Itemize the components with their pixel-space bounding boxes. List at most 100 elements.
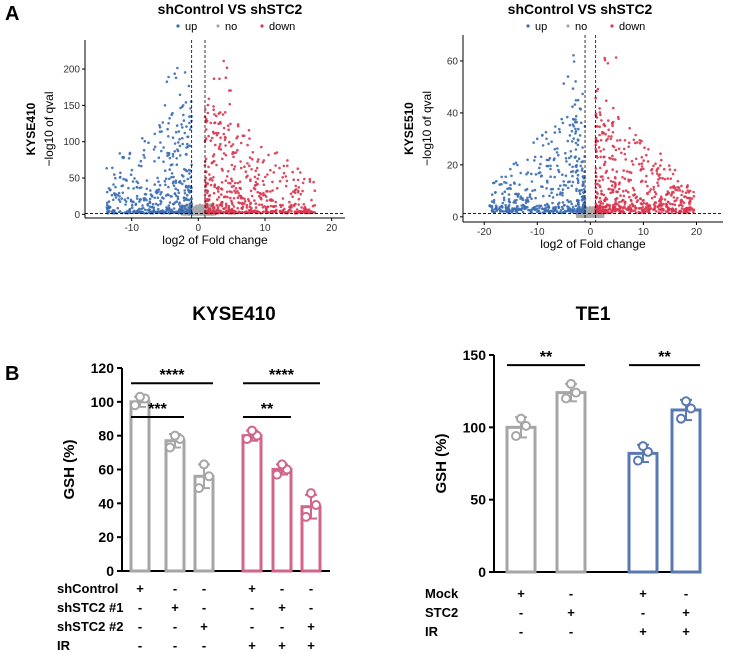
data-point: [209, 139, 212, 142]
data-point: [682, 201, 686, 205]
data-point: [681, 204, 684, 207]
data-point: [206, 182, 210, 185]
data-point: [611, 210, 614, 213]
data-point: [124, 200, 128, 203]
condition-label: IR: [425, 624, 439, 639]
data-point: [228, 140, 231, 144]
data-point: [627, 180, 631, 183]
data-point: [200, 205, 203, 209]
data-point: [252, 186, 256, 190]
data-point: [222, 152, 226, 155]
data-point: [509, 183, 512, 187]
data-point: [245, 203, 249, 207]
data-point: [616, 115, 620, 119]
data-point: [141, 210, 144, 214]
data-point: [659, 195, 663, 198]
data-point: [573, 103, 577, 106]
condition-mark: -: [569, 624, 573, 639]
data-point: [623, 205, 626, 208]
data-point: [146, 209, 150, 212]
data-point: [197, 212, 200, 216]
data-point: [568, 123, 572, 127]
data-point: [548, 194, 551, 198]
data-point: [662, 209, 665, 212]
data-point: [686, 185, 689, 189]
data-point: [254, 202, 258, 205]
data-point: [187, 168, 191, 172]
data-point: [688, 208, 692, 211]
replicate-point: [681, 396, 691, 407]
data-point: [207, 134, 210, 138]
data-point: [512, 162, 516, 166]
data-point: [230, 185, 234, 188]
data-point: [586, 207, 589, 210]
data-point: [249, 202, 252, 206]
data-point: [157, 188, 161, 191]
data-point: [537, 171, 540, 175]
data-point: [519, 208, 522, 211]
data-point: [157, 156, 161, 159]
data-point: [188, 172, 191, 175]
y-axis-label: GSH (%): [433, 433, 450, 493]
data-point: [119, 171, 122, 175]
data-point: [572, 209, 575, 213]
data-point: [225, 175, 229, 178]
data-point: [205, 189, 209, 192]
data-point: [685, 210, 689, 214]
data-point: [250, 194, 254, 198]
data-point: [676, 179, 680, 183]
data-point: [183, 179, 186, 183]
data-point: [608, 207, 611, 211]
data-point: [551, 196, 555, 199]
data-point: [646, 204, 650, 208]
condition-mark: -: [519, 605, 523, 620]
data-point: [657, 178, 660, 181]
data-point: [654, 162, 657, 165]
data-point: [168, 117, 171, 120]
data-point: [594, 143, 598, 146]
data-point: [533, 188, 537, 192]
condition-label: STC2: [425, 605, 458, 620]
data-point: [189, 100, 193, 103]
data-point: [271, 199, 275, 202]
data-point: [212, 132, 216, 135]
data-point: [501, 192, 504, 195]
data-point: [138, 200, 141, 203]
data-point: [598, 107, 601, 110]
bar-chart-title: TE1: [576, 304, 611, 325]
data-point: [150, 194, 154, 197]
x-axis-label: log2 of Fold change: [162, 233, 268, 247]
data-point: [660, 158, 663, 162]
data-point: [274, 204, 278, 208]
data-point: [629, 198, 633, 202]
data-point: [591, 214, 594, 218]
data-point: [633, 141, 637, 145]
data-point: [114, 185, 117, 189]
data-point: [552, 206, 555, 209]
data-point: [533, 155, 537, 159]
y-tick-label: 40: [447, 108, 459, 119]
data-point: [236, 148, 239, 152]
data-point: [250, 157, 254, 161]
data-point: [117, 191, 121, 195]
data-point: [673, 203, 677, 207]
data-point: [224, 179, 228, 182]
bar: [627, 451, 659, 574]
row-label: KYSE410: [24, 102, 38, 155]
data-point: [294, 184, 298, 188]
data-point: [680, 198, 683, 202]
data-point: [538, 166, 541, 170]
data-point: [652, 188, 655, 191]
data-point: [549, 167, 552, 171]
data-point: [257, 173, 261, 177]
data-point: [227, 128, 230, 131]
data-point: [129, 173, 133, 176]
data-point: [509, 167, 512, 171]
y-tick-label: 50: [69, 174, 81, 185]
data-point: [260, 145, 263, 149]
data-point: [673, 168, 677, 172]
data-point: [155, 191, 159, 195]
data-point: [624, 158, 627, 161]
data-point: [566, 75, 570, 78]
data-point: [583, 214, 586, 217]
